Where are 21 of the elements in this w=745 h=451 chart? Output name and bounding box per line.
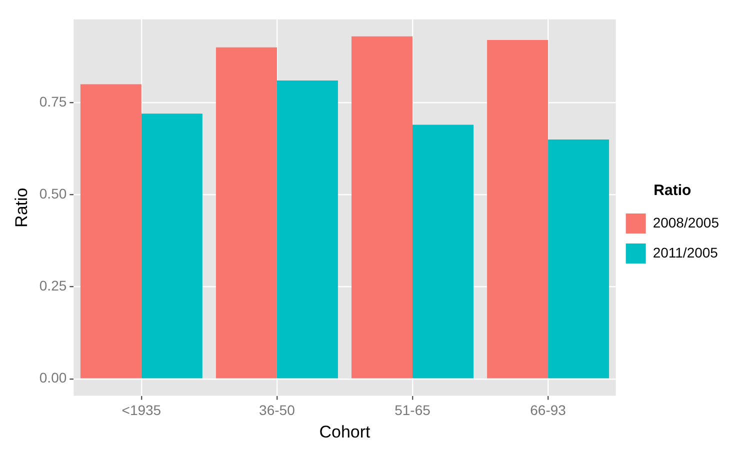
bar	[412, 124, 474, 378]
bar	[141, 114, 202, 378]
x-tick-label: <1935	[122, 402, 162, 418]
y-tick-label: 0.25	[39, 278, 67, 294]
x-tick-label: 51-65	[394, 402, 431, 418]
bar	[352, 36, 413, 378]
legend-title: Ratio	[654, 182, 692, 200]
y-tick-label: 0.50	[39, 186, 67, 202]
y-tick-label: 0.00	[39, 370, 67, 386]
bar	[487, 40, 548, 378]
x-tick-label: 66-93	[530, 402, 566, 418]
bar	[80, 84, 142, 378]
bar	[216, 47, 277, 378]
bar	[276, 80, 338, 378]
y-tick-label: 0.75	[39, 93, 67, 110]
legend-label: 2008/2005	[652, 214, 720, 230]
x-axis-title: Cohort	[319, 422, 371, 442]
bar	[548, 139, 610, 378]
y-axis-title: Ratio	[12, 188, 31, 228]
legend-label: 2011/2005	[652, 244, 718, 260]
x-tick-label: 36-50	[259, 402, 296, 418]
